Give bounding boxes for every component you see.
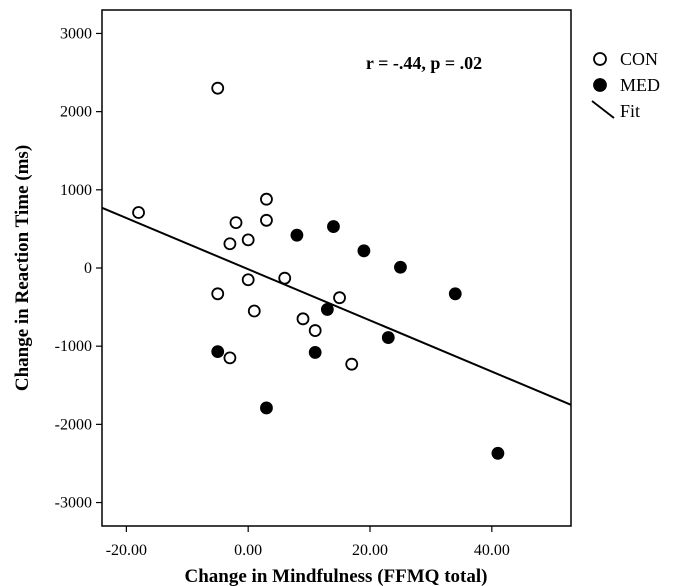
legend-med-swatch: [593, 78, 607, 92]
legend-fit-swatch: [591, 100, 615, 119]
med-point: [260, 401, 273, 415]
con-point: [333, 291, 346, 305]
y-axis-title: Change in Reaction Time (ms): [12, 145, 33, 391]
y-axis-ticks: 3000 2000 1000 0 -1000 -2000 -3000: [55, 25, 102, 512]
med-point: [211, 345, 225, 359]
con-point: [132, 206, 145, 219]
med-point: [320, 303, 334, 316]
med-point: [290, 228, 304, 242]
legend-con-swatch: [593, 52, 607, 66]
x-tick-label: 20.00: [352, 542, 388, 559]
con-point: [345, 357, 359, 371]
med-point: [327, 220, 340, 233]
med-point: [491, 446, 505, 460]
y-tick-label: 2000: [60, 104, 92, 121]
med-point: [357, 244, 371, 258]
con-point: [260, 192, 273, 206]
x-axis-ticks: -20.00 0.00 20.00 40.00: [106, 526, 510, 559]
con-point: [241, 273, 255, 287]
con-point: [308, 324, 322, 337]
con-point: [229, 216, 243, 230]
correlation-annotation: r = -.44, p = .02: [366, 53, 482, 73]
y-tick-label: 3000: [60, 25, 92, 42]
y-tick-label: 0: [84, 260, 92, 277]
legend-label: CON: [620, 49, 658, 69]
con-point: [278, 271, 292, 285]
y-tick-label: -1000: [55, 338, 92, 355]
x-tick-label: -20.00: [106, 542, 147, 559]
med-point: [381, 331, 395, 344]
y-tick-label: 1000: [60, 182, 92, 199]
x-tick-label: 0.00: [234, 542, 262, 559]
con-point: [211, 287, 225, 301]
fit-line: [101, 206, 572, 406]
con-point: [223, 351, 237, 365]
con-point: [223, 237, 237, 251]
med-point: [308, 346, 322, 359]
y-tick-label: -2000: [55, 416, 92, 433]
data-points: [132, 81, 505, 460]
con-point: [211, 81, 225, 95]
legend-label: MED: [620, 75, 660, 95]
legend: CON MED Fit: [591, 49, 660, 121]
con-point: [247, 304, 261, 318]
y-tick-label: -3000: [55, 495, 92, 512]
med-point: [448, 287, 462, 301]
con-point: [260, 213, 273, 227]
fit-layer: [101, 206, 572, 406]
legend-label: Fit: [620, 101, 640, 121]
x-axis-title: Change in Mindfulness (FFMQ total): [185, 566, 488, 586]
x-tick-label: 40.00: [474, 542, 510, 559]
con-point: [241, 233, 255, 247]
med-point: [394, 260, 407, 274]
con-point: [296, 312, 310, 326]
